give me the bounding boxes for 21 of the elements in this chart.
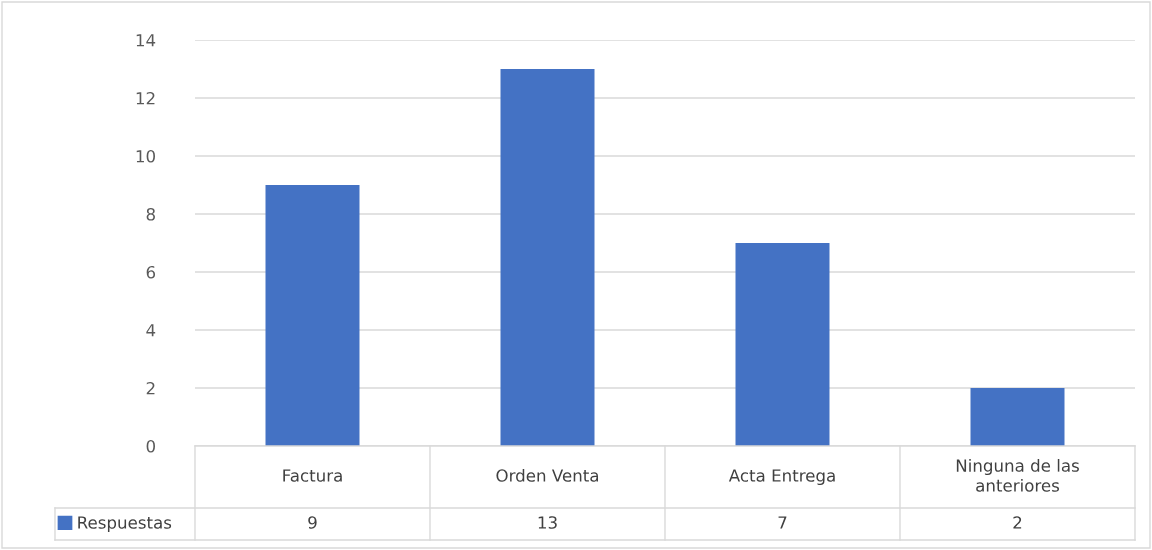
y-tick-label: 8: [146, 207, 155, 221]
bar: [735, 243, 830, 446]
y-tick-label: 4: [146, 324, 156, 337]
y-tick-label: 14: [136, 34, 156, 47]
data-label: 13: [538, 516, 557, 529]
x-tick-label: Ninguna de las anteriores: [956, 458, 1079, 492]
legend-label: Respuestas: [78, 516, 172, 533]
data-label: 7: [778, 516, 787, 529]
y-tick-label: 10: [136, 149, 155, 163]
y-tick-label: 12: [136, 91, 155, 105]
data-label: 9: [308, 516, 317, 529]
y-tick-label: 6: [146, 265, 156, 279]
y-tick-label: 0: [146, 439, 155, 453]
x-tick-label: Factura: [283, 469, 342, 482]
bar: [970, 388, 1065, 446]
x-tick-label: Acta Entrega: [728, 469, 835, 486]
data-label: 2: [1013, 516, 1022, 529]
y-tick-label: 2: [146, 381, 155, 395]
bar: [500, 69, 595, 446]
bar: [265, 185, 360, 446]
x-tick-label: Orden Venta: [496, 468, 599, 482]
